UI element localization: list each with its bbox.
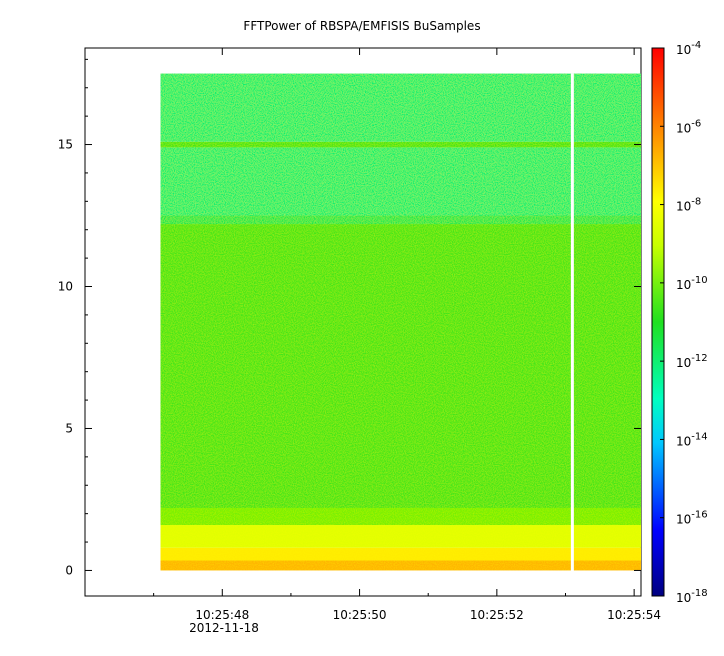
colorbar-tick-label: 10-14: [676, 431, 708, 448]
spectrogram-band: [160, 560, 642, 571]
y-tick-label: 5: [65, 421, 73, 435]
spectrogram-band: [160, 141, 642, 148]
spectrogram-band: [160, 507, 642, 526]
x-tick-label: 10:25:48: [195, 608, 249, 622]
x-tick-label: 10:25:54: [607, 608, 661, 622]
colorbar-tick-label: 10-10: [676, 275, 708, 292]
colorbar-tick-label: 10-4: [676, 40, 701, 57]
spectrogram-band: [160, 147, 642, 216]
x-tick-label: 10:25:52: [470, 608, 524, 622]
x-tick-label: 10:25:50: [333, 608, 387, 622]
y-tick-label: 15: [58, 138, 73, 152]
colorbar-tick-label: 10-6: [676, 118, 701, 135]
x-date-label: 2012-11-18: [189, 621, 259, 635]
gap-stripe: [570, 73, 574, 572]
y-axis: 0 5 10 15: [58, 58, 641, 577]
y-tick-label: 10: [58, 280, 73, 294]
spectrogram-band: [160, 525, 642, 548]
colorbar-tick-label: 10-12: [676, 353, 708, 370]
chart-title: FFTPower of RBSPA/EMFISIS BuSamples: [243, 19, 480, 33]
data-gap: [570, 73, 574, 572]
colorbar-axis: 10-4 10-6 10-8 10-10 10-12 10-14 10-16 10-18: [660, 40, 708, 605]
spectrogram-band: [160, 73, 642, 142]
spectrogram-image: [160, 73, 642, 571]
x-axis: 10:25:48 10:25:50 10:25:52 10:25:54: [153, 48, 661, 622]
colorbar-tick-label: 10-18: [676, 588, 708, 605]
y-tick-label: 0: [65, 563, 73, 577]
colorbar-tick-label: 10-16: [676, 510, 708, 527]
colorbar-tick-label: 10-8: [676, 197, 701, 214]
spectrogram-band: [160, 547, 642, 561]
spectrogram-band: [160, 215, 642, 225]
colorbar: [651, 47, 665, 597]
spectrogram-band: [160, 224, 642, 508]
